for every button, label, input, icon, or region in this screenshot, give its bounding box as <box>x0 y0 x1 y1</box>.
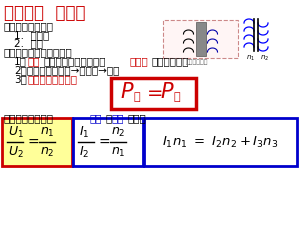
Text: 变压: 变压 <box>89 113 101 123</box>
Text: 2、能量转化：电能→磁场能→电能: 2、能量转化：电能→磁场能→电能 <box>14 65 119 75</box>
Text: $n_2$: $n_2$ <box>40 145 55 159</box>
Text: 理想变压器功率：: 理想变压器功率： <box>27 74 77 84</box>
Bar <box>196 22 206 56</box>
Text: $n_1$: $n_1$ <box>246 54 255 63</box>
Text: 出: 出 <box>174 92 181 102</box>
Text: $=$: $=$ <box>143 83 163 101</box>
Text: 1.  示意图: 1. 示意图 <box>14 30 49 40</box>
Text: $U_1$: $U_1$ <box>8 124 24 140</box>
Text: 变流: 变流 <box>112 113 124 123</box>
FancyBboxPatch shape <box>73 118 143 166</box>
Text: $n_2$: $n_2$ <box>111 126 125 139</box>
Text: $U_2$: $U_2$ <box>8 144 24 160</box>
Text: $=$: $=$ <box>25 134 40 148</box>
Text: $n_2$: $n_2$ <box>260 54 269 63</box>
Text: $I_1$: $I_1$ <box>79 124 89 140</box>
FancyBboxPatch shape <box>2 118 72 166</box>
Text: 、: 、 <box>105 113 111 123</box>
Text: 交流电: 交流电 <box>129 56 148 66</box>
Text: 一、变压器的构造: 一、变压器的构造 <box>4 21 54 31</box>
Text: 的电压和电流: 的电压和电流 <box>152 56 190 66</box>
Text: $I_1n_1\ =\ I_2n_2+I_3n_3$: $I_1n_1\ =\ I_2n_2+I_3n_3$ <box>162 135 279 150</box>
Text: 互感: 互感 <box>27 56 40 66</box>
Text: 3、: 3、 <box>14 74 27 84</box>
Text: $=$: $=$ <box>96 134 111 148</box>
Text: 变压器示意图: 变压器示意图 <box>185 59 208 65</box>
Text: $P$: $P$ <box>160 82 175 102</box>
FancyBboxPatch shape <box>163 20 238 58</box>
Text: $n_1$: $n_1$ <box>111 145 126 159</box>
Text: $P$: $P$ <box>120 82 134 102</box>
Text: 复习回顾  变压器: 复习回顾 变压器 <box>4 4 86 22</box>
Text: 现象：变压器只能改变: 现象：变压器只能改变 <box>44 56 106 66</box>
FancyBboxPatch shape <box>144 118 297 166</box>
FancyBboxPatch shape <box>110 77 196 108</box>
Text: 1、: 1、 <box>14 56 27 66</box>
Text: 三、理想变压器的: 三、理想变压器的 <box>4 113 54 123</box>
Text: 入: 入 <box>134 92 141 102</box>
Text: $n_1$: $n_1$ <box>40 126 55 139</box>
Text: $I_2$: $I_2$ <box>79 144 89 160</box>
Text: 规律：: 规律： <box>128 113 147 123</box>
Text: 2.  符号: 2. 符号 <box>14 38 43 48</box>
Text: 二、变压器的工作原理：: 二、变压器的工作原理： <box>4 47 73 57</box>
